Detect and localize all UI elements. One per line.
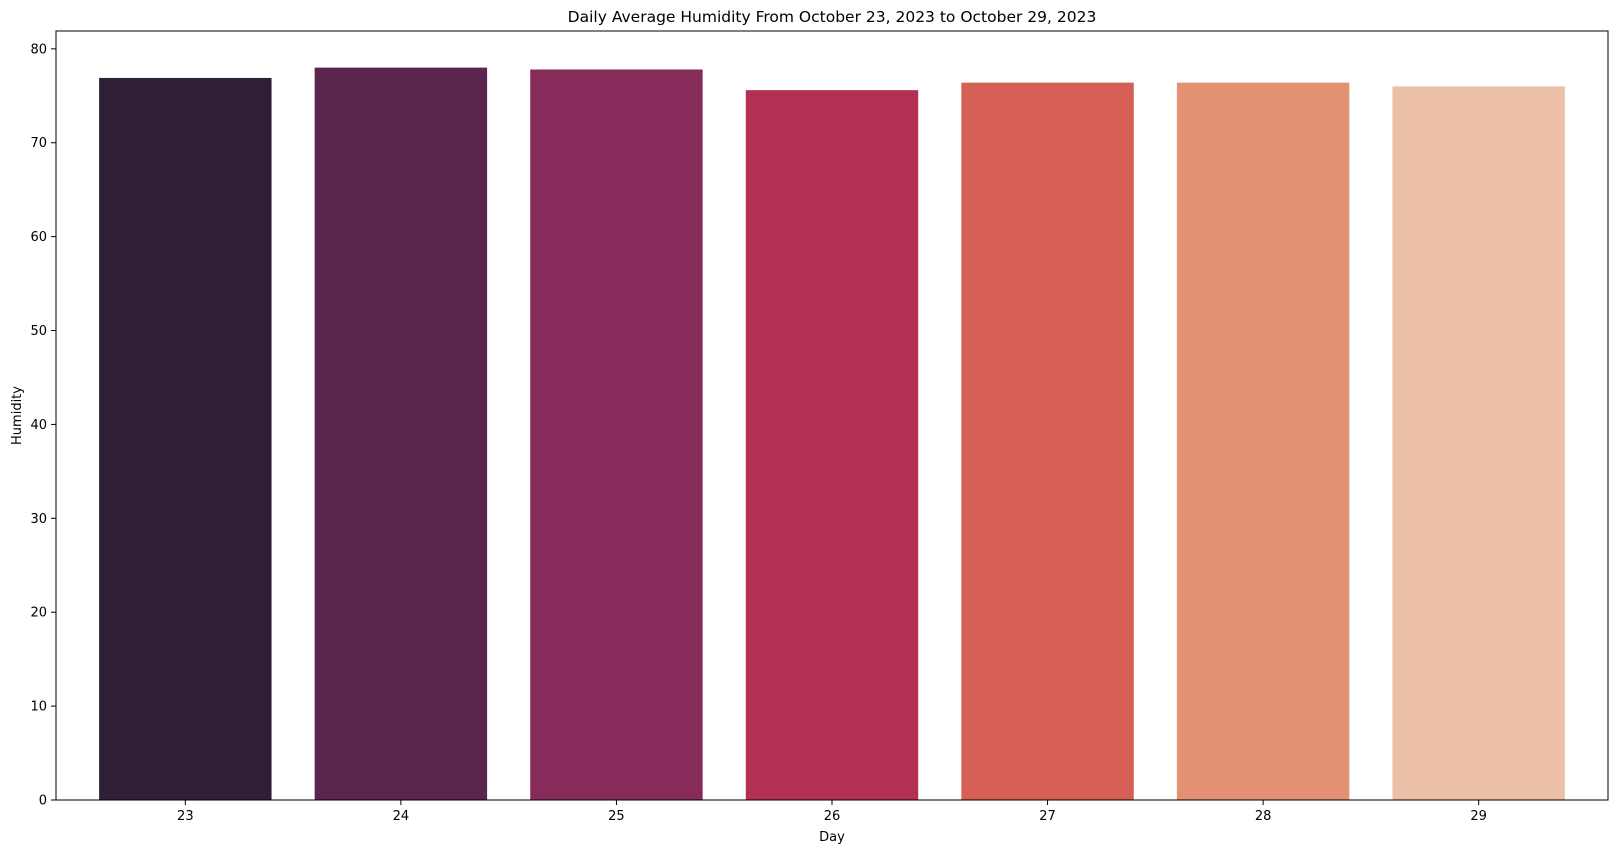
x-tick-label: 26 [824,809,841,824]
y-tick-label: 50 [30,324,47,339]
bar-day-29 [1392,86,1565,800]
x-tick-label: 24 [393,809,410,824]
y-axis: 0 10 20 30 40 50 60 70 80 [30,42,56,809]
x-tick-label: 25 [608,809,625,824]
y-tick-label: 40 [30,418,47,433]
bar-day-26 [745,90,919,800]
x-tick-label: 29 [1470,809,1487,824]
bar-day-23 [99,77,272,800]
plot-frame [55,30,1609,801]
bar-day-28 [1176,82,1350,800]
y-tick-label: 60 [30,230,47,245]
y-tick-label: 70 [30,136,47,151]
x-axis-label: Day [819,830,845,845]
x-axis: 23 24 25 26 27 28 29 [177,800,1487,824]
bar-day-27 [961,82,1134,800]
x-tick-label: 27 [1039,809,1056,824]
bar-day-25 [530,69,703,800]
y-tick-label: 20 [30,606,47,621]
chart-title: Daily Average Humidity From October 23, … [568,8,1097,26]
y-tick-label: 10 [30,700,47,715]
y-tick-label: 0 [39,794,47,809]
bar-day-24 [314,67,488,801]
bars-group [99,67,1565,801]
x-tick-label: 23 [177,809,194,824]
y-axis-label: Humidity [10,386,25,445]
x-tick-label: 28 [1255,809,1272,824]
y-tick-label: 80 [30,42,47,57]
y-tick-label: 30 [30,512,47,527]
